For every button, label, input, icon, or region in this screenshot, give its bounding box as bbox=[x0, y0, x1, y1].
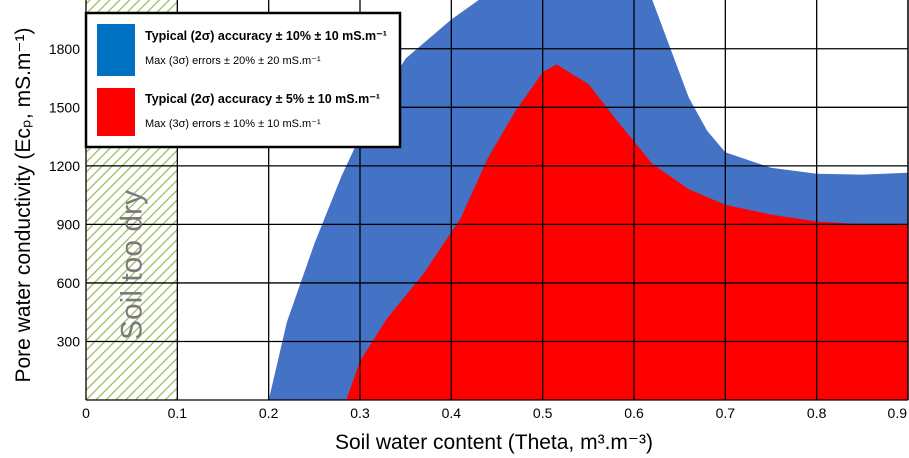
x-tick-label: 0.7 bbox=[716, 405, 736, 421]
region-1 bbox=[346, 64, 908, 400]
x-tick-label: 0.6 bbox=[624, 405, 644, 421]
legend-swatch-blue bbox=[97, 24, 135, 76]
legend-item-0-title: Typical (2σ) accuracy ± 10% ± 10 mS.m⁻¹ bbox=[145, 29, 387, 43]
y-tick-label: 1200 bbox=[49, 158, 80, 174]
y-tick-label: 1500 bbox=[49, 99, 80, 115]
legend-item-1-subtitle: Max (3σ) errors ± 10% ± 10 mS.m⁻¹ bbox=[145, 118, 321, 130]
legend: Typical (2σ) accuracy ± 10% ± 10 mS.m⁻¹ … bbox=[84, 11, 402, 149]
legend-box bbox=[84, 11, 402, 149]
legend-item-1-title: Typical (2σ) accuracy ± 5% ± 10 mS.m⁻¹ bbox=[145, 92, 380, 106]
x-tick-label: 0.4 bbox=[442, 405, 462, 421]
x-axis-title: Soil water content (Theta, m³.m⁻³) bbox=[335, 431, 653, 454]
legend-swatch-red bbox=[97, 88, 135, 136]
y-axis-title: Pore water conductivity (Ecₚ, mS.m⁻¹) bbox=[12, 28, 35, 383]
y-tick-label: 300 bbox=[57, 333, 81, 349]
x-tick-label: 0.8 bbox=[807, 405, 827, 421]
accuracy-regions bbox=[268, 0, 908, 400]
y-axis-ticks: 300 600 900 1200 1500 1800 bbox=[49, 41, 80, 350]
legend-item-0-subtitle: Max (3σ) errors ± 20% ± 20 mS.m⁻¹ bbox=[145, 55, 321, 67]
x-tick-label: 0 bbox=[82, 405, 90, 421]
x-tick-label: 0.5 bbox=[533, 405, 553, 421]
x-axis-ticks: 0 0.1 0.2 0.3 0.4 0.5 0.6 0.7 0.8 0.9 bbox=[82, 405, 907, 421]
x-tick-label: 0.2 bbox=[259, 405, 279, 421]
x-tick-label: 0.3 bbox=[350, 405, 370, 421]
y-tick-label: 900 bbox=[57, 216, 81, 232]
x-tick-label: 0.1 bbox=[168, 405, 188, 421]
soil-too-dry-label: Soil too dry bbox=[116, 190, 149, 340]
y-tick-label: 600 bbox=[57, 275, 81, 291]
y-tick-label: 1800 bbox=[49, 41, 80, 57]
x-tick-label: 0.9 bbox=[888, 405, 908, 421]
